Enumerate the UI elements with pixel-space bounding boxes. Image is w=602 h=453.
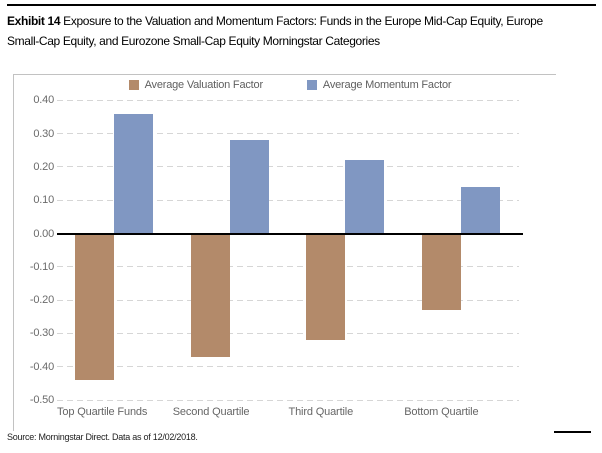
gridline: [57, 366, 519, 368]
legend-label-momentum: Average Momentum Factor: [322, 79, 452, 91]
top-divider-rule: [7, 4, 596, 6]
bar-momentum: [345, 160, 385, 234]
bar-valuation: [306, 233, 346, 341]
y-axis-tick-label: 0.20: [33, 160, 54, 173]
y-axis-tick-label: 0.40: [33, 94, 54, 107]
bar-valuation: [190, 233, 230, 357]
momentum-swatch-icon: [306, 80, 317, 90]
chart-legend: Average Valuation Factor Average Momentu…: [57, 79, 523, 91]
exhibit-title-text-line1: Exposure to the Valuation and Momentum F…: [60, 14, 543, 28]
legend-label-valuation: Average Valuation Factor: [144, 79, 264, 91]
bar-valuation: [74, 233, 114, 381]
x-axis-category-label: Top Quartile Funds: [57, 406, 148, 418]
legend-item-momentum: Average Momentum Factor: [306, 79, 452, 91]
bar-momentum: [229, 140, 269, 234]
exhibit-title-line1: Exhibit 14 Exposure to the Valuation and…: [7, 11, 599, 31]
exhibit-title: Exhibit 14 Exposure to the Valuation and…: [7, 11, 599, 51]
exhibit-title-line2: Small-Cap Equity, and Eurozone Small-Cap…: [7, 34, 380, 48]
y-axis-tick-label: -0.50: [29, 394, 54, 406]
exhibit-number: Exhibit 14: [7, 14, 61, 28]
x-axis-category-label: Third Quartile: [288, 406, 354, 418]
y-axis-tick-label: 0.10: [33, 194, 54, 207]
x-axis-category-label: Bottom Quartile: [404, 406, 479, 418]
y-axis-tick-label: -0.40: [29, 360, 54, 373]
y-axis-tick-label: 0.00: [33, 227, 54, 240]
y-axis-tick-label: -0.10: [29, 260, 54, 273]
valuation-swatch-icon: [128, 80, 139, 90]
gridline: [57, 166, 519, 168]
chart-frame-border: [13, 74, 556, 431]
legend-item-valuation: Average Valuation Factor: [128, 79, 264, 91]
zero-axis-line: [57, 233, 523, 235]
gridline: [57, 199, 519, 201]
gridline: [57, 299, 519, 301]
gridline: [57, 133, 519, 135]
bar-momentum: [113, 113, 153, 234]
gridline: [57, 99, 519, 101]
bottom-right-rule: [554, 431, 591, 433]
gridline: [57, 399, 519, 401]
gridline: [57, 266, 519, 268]
x-axis-category-label: Second Quartile: [172, 406, 250, 418]
y-axis-tick-label: 0.30: [33, 127, 54, 140]
source-note: Source: Morningstar Direct. Data as of 1…: [7, 432, 198, 442]
y-axis-tick-label: -0.20: [29, 294, 54, 307]
bar-momentum: [461, 186, 501, 234]
y-axis-tick-label: -0.30: [29, 327, 54, 340]
bar-valuation: [422, 233, 462, 311]
gridline: [57, 332, 519, 334]
